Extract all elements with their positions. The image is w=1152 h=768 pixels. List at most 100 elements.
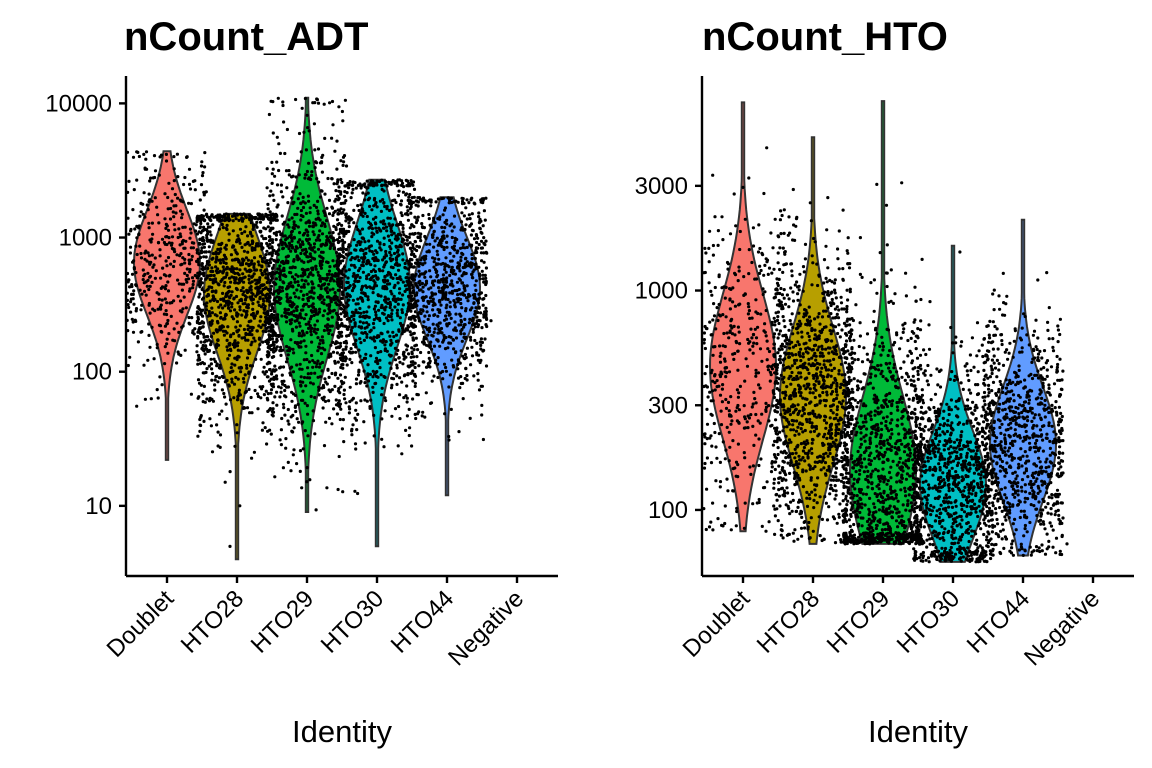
data-point [422, 340, 426, 344]
data-point [205, 301, 209, 305]
data-point [325, 278, 329, 282]
data-point [264, 370, 269, 374]
data-point [448, 251, 452, 255]
data-point [736, 368, 740, 372]
data-point [388, 302, 392, 306]
data-point [745, 420, 749, 424]
data-point [315, 319, 319, 323]
data-point [202, 349, 206, 353]
data-point [421, 371, 425, 375]
data-point [223, 255, 227, 259]
data-point [144, 157, 148, 161]
data-point [436, 253, 440, 257]
data-point [270, 245, 274, 249]
data-point [274, 316, 278, 320]
data-point [377, 308, 381, 312]
data-point [343, 184, 347, 188]
data-point [148, 179, 152, 183]
data-point [389, 315, 393, 319]
data-point [430, 379, 434, 383]
data-point [292, 291, 296, 295]
data-point [381, 222, 385, 226]
data-point [317, 273, 321, 277]
data-point [269, 348, 273, 352]
data-point [340, 334, 344, 338]
data-point [172, 155, 176, 159]
data-point [224, 243, 228, 247]
data-point [296, 225, 300, 229]
data-point [347, 316, 352, 321]
data-point [268, 235, 272, 239]
data-point [210, 306, 214, 310]
data-point [313, 395, 317, 400]
data-point [200, 246, 204, 250]
data-point [265, 276, 269, 280]
data-point [393, 180, 397, 184]
data-point [134, 244, 138, 248]
data-point [276, 333, 280, 338]
data-point [395, 366, 399, 370]
data-point [337, 315, 341, 319]
data-point [294, 224, 298, 228]
x-tick-label: Negative [443, 585, 529, 671]
data-point [287, 312, 291, 316]
data-point [174, 211, 178, 215]
data-point [305, 404, 309, 408]
data-point [354, 308, 358, 312]
data-point [413, 384, 417, 388]
data-point [142, 289, 147, 293]
data-point [224, 226, 228, 230]
data-point [351, 274, 355, 278]
data-point [331, 231, 335, 235]
data-point [178, 232, 182, 236]
data-point [716, 517, 720, 521]
data-point [208, 299, 212, 303]
data-point [713, 285, 717, 290]
data-point [737, 269, 741, 273]
data-point [410, 223, 414, 227]
data-point [307, 326, 311, 330]
data-point [288, 347, 292, 351]
data-point [266, 207, 270, 211]
data-point [293, 212, 297, 217]
data-point [408, 232, 412, 236]
data-point [771, 404, 775, 408]
data-point [706, 395, 710, 399]
data-point [412, 265, 416, 269]
data-point [293, 277, 297, 281]
data-point [362, 356, 367, 360]
data-point [299, 213, 303, 218]
data-point [474, 306, 478, 310]
data-point [394, 234, 398, 238]
data-point [401, 323, 405, 327]
data-point [197, 230, 201, 234]
points-hto30 [335, 178, 419, 496]
data-point [177, 330, 181, 334]
data-point [399, 211, 403, 215]
data-point [167, 181, 171, 185]
data-point [278, 289, 282, 294]
data-point [747, 176, 751, 180]
data-point [146, 208, 150, 212]
data-point [228, 341, 232, 345]
data-point [411, 397, 415, 401]
data-point [305, 480, 309, 484]
data-point [407, 295, 411, 299]
data-point [284, 360, 289, 364]
data-point [139, 210, 143, 214]
data-point [469, 222, 474, 226]
data-point [266, 244, 270, 248]
data-point [349, 196, 353, 200]
data-point [143, 215, 147, 219]
data-point [402, 233, 406, 237]
data-point [407, 195, 411, 199]
data-point [374, 215, 378, 219]
data-point [719, 409, 723, 413]
data-point [392, 285, 396, 290]
data-point [132, 259, 136, 263]
data-point [323, 348, 327, 352]
data-point [460, 281, 464, 285]
data-point [222, 213, 227, 217]
points-doublet [125, 150, 208, 427]
data-point [236, 348, 240, 352]
